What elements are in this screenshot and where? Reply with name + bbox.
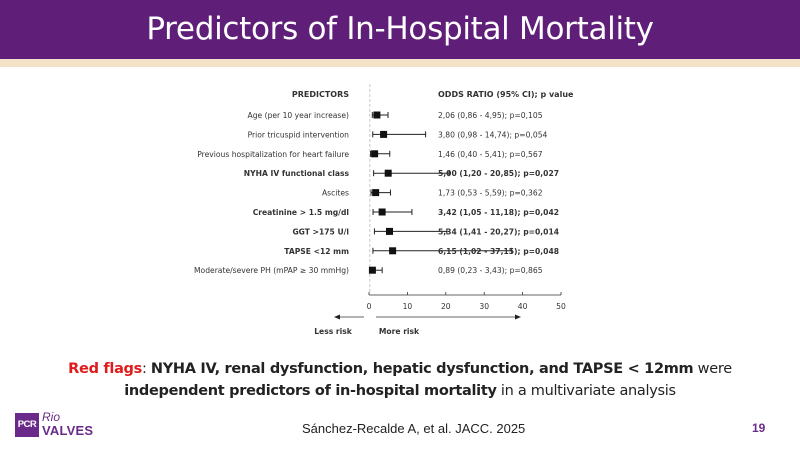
odds-ratio-marker — [384, 169, 392, 177]
predictor-label: Prior tricuspid intervention — [248, 130, 350, 139]
summary-normal-2: in a multivariate analysis — [496, 383, 676, 399]
odds-ratio-marker — [372, 189, 380, 197]
x-tick-label: 30 — [479, 302, 489, 311]
predictor-label: Creatinine > 1.5 mg/dl — [253, 208, 349, 217]
odds-ratio-marker — [378, 208, 386, 216]
forest-plot: PREDICTORS ODDS RATIO (95% CI); p value Ag… — [194, 84, 574, 336]
predictor-label: Moderate/severe PH (mPAP ≥ 30 mmHg) — [194, 266, 349, 275]
odds-ratio-marker — [389, 247, 397, 255]
predictor-label: Ascites — [322, 189, 349, 198]
odds-ratio-text: 6,15 (1,02 - 37,15); p=0,048 — [438, 247, 559, 256]
citation: Sánchez-Recalde A, et al. JACC. 2025 — [302, 421, 526, 436]
less-risk-label: Less risk — [314, 327, 353, 336]
odds-ratio-text: 1,73 (0,53 - 5,59); p=0,362 — [438, 189, 543, 198]
summary-bold-2: independent predictors of in-hospital mo… — [124, 383, 497, 399]
predictor-label: GGT >175 U/l — [292, 227, 349, 236]
more-risk-label: More risk — [379, 327, 420, 336]
odds-ratio-text: 5,00 (1,20 - 20,85); p=0,027 — [438, 169, 559, 178]
pcr-rio-valves-logo: PCR Rio VALVES — [15, 410, 105, 439]
predictor-label: Age (per 10 year increase) — [248, 111, 350, 120]
odds-ratio-text: 3,80 (0,98 - 14,74); p=0,054 — [438, 130, 548, 139]
odds-ratio-marker — [373, 111, 381, 119]
summary-text: Red flags: NYHA IV, renal dysfunction, h… — [60, 358, 740, 402]
header-odds-ratio: ODDS RATIO (95% CI); p value — [438, 90, 574, 99]
odds-ratio-marker — [386, 227, 394, 235]
less-risk-arrowhead — [334, 314, 340, 320]
header-predictors: PREDICTORS — [292, 90, 349, 99]
x-tick-label: 10 — [403, 302, 413, 311]
x-tick-label: 0 — [367, 302, 372, 311]
odds-ratio-text: 2,06 (0,86 - 4,95); p=0,105 — [438, 111, 543, 120]
odds-ratio-marker — [380, 130, 388, 138]
logo-rio: Rio — [42, 410, 61, 424]
odds-ratio-text: 5,34 (1,41 - 20,27); p=0,014 — [438, 227, 559, 236]
odds-ratio-text: 1,46 (0,40 - 5,41); p=0,567 — [438, 150, 543, 159]
summary-normal-1: were — [693, 361, 732, 377]
title-bar — [0, 0, 800, 59]
odds-ratio-text: 3,42 (1,05 - 11,18); p=0,042 — [438, 208, 559, 217]
predictor-label: TAPSE <12 mm — [284, 247, 349, 256]
summary-bold-1: NYHA IV, renal dysfunction, hepatic dysf… — [150, 361, 694, 377]
title-stripe — [0, 59, 800, 67]
x-tick-label: 40 — [518, 302, 528, 311]
predictor-label: NYHA IV functional class — [244, 169, 350, 178]
odds-ratio-text: 0,89 (0,23 - 3,43); p=0,865 — [438, 266, 543, 275]
x-tick-label: 50 — [556, 302, 566, 311]
predictor-label: Previous hospitalization for heart failu… — [197, 150, 349, 159]
logo-box: PCR — [15, 413, 39, 437]
odds-ratio-marker — [368, 266, 376, 274]
more-risk-arrowhead — [515, 314, 521, 320]
odds-ratio-marker — [371, 150, 379, 158]
page-number: 19 — [752, 421, 766, 435]
x-tick-label: 20 — [441, 302, 451, 311]
logo-valves: VALVES — [42, 423, 94, 438]
red-flags-label: Red flags — [68, 361, 142, 377]
slide-title: Predictors of In-Hospital Mortality — [146, 11, 654, 47]
summary-sep: : — [141, 361, 151, 377]
